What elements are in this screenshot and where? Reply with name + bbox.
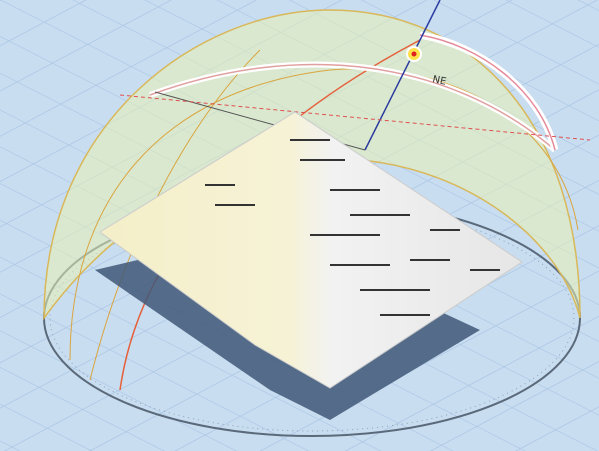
site-plan — [99, 111, 523, 389]
azimuth-arc-edge — [149, 63, 556, 151]
compass-label: NE — [431, 74, 447, 88]
horizon-line — [119, 94, 591, 141]
dome-arc — [89, 49, 261, 381]
sun-ray — [364, 0, 441, 151]
dome-arc — [69, 68, 579, 361]
compass-ticks — [49, 204, 575, 432]
altitude-arc-edge — [419, 34, 556, 151]
sun-center — [411, 51, 417, 57]
plan-marks — [205, 139, 500, 316]
